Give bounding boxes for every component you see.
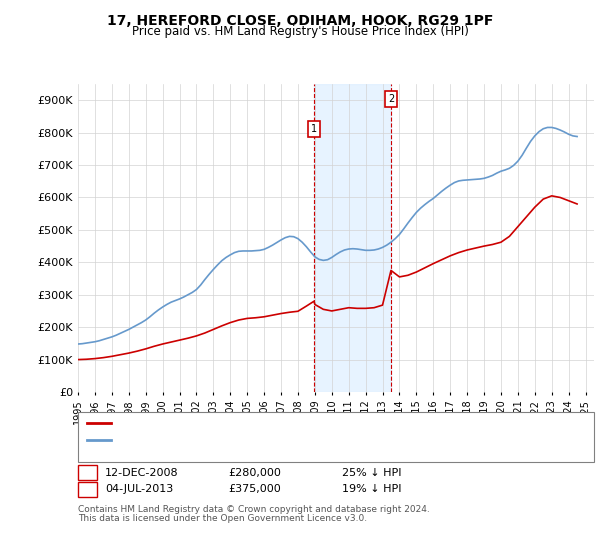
Bar [314, 84, 391, 392]
Text: 17, HEREFORD CLOSE, ODIHAM, HOOK, RG29 1PF: 17, HEREFORD CLOSE, ODIHAM, HOOK, RG29 1… [107, 14, 493, 28]
Text: This data is licensed under the Open Government Licence v3.0.: This data is licensed under the Open Gov… [78, 514, 367, 523]
Text: 04-JUL-2013: 04-JUL-2013 [105, 484, 173, 494]
Text: Contains HM Land Registry data © Crown copyright and database right 2024.: Contains HM Land Registry data © Crown c… [78, 505, 430, 514]
Text: 1: 1 [311, 124, 317, 134]
Text: 1: 1 [84, 468, 91, 478]
Text: 12-DEC-2008: 12-DEC-2008 [105, 468, 179, 478]
Text: 2: 2 [388, 94, 394, 104]
Text: £375,000: £375,000 [228, 484, 281, 494]
Text: HPI: Average price, detached house, Hart: HPI: Average price, detached house, Hart [114, 435, 329, 445]
Text: 17, HEREFORD CLOSE, ODIHAM, HOOK, RG29 1PF (detached house): 17, HEREFORD CLOSE, ODIHAM, HOOK, RG29 1… [114, 418, 467, 428]
Text: 19% ↓ HPI: 19% ↓ HPI [342, 484, 401, 494]
Text: Price paid vs. HM Land Registry's House Price Index (HPI): Price paid vs. HM Land Registry's House … [131, 25, 469, 38]
Text: 2: 2 [84, 484, 91, 494]
Text: 25% ↓ HPI: 25% ↓ HPI [342, 468, 401, 478]
Text: £280,000: £280,000 [228, 468, 281, 478]
